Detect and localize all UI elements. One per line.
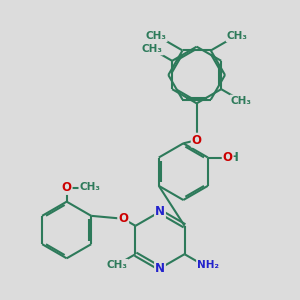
Text: O: O [118, 212, 128, 225]
Text: O: O [62, 181, 72, 194]
Text: O: O [223, 151, 233, 164]
Text: CH₃: CH₃ [146, 31, 167, 41]
Text: CH₃: CH₃ [226, 31, 248, 41]
Text: H: H [229, 151, 238, 164]
Text: CH₃: CH₃ [142, 44, 163, 55]
Text: N: N [155, 262, 165, 275]
Text: CH₃: CH₃ [106, 260, 128, 270]
Text: CH₃: CH₃ [79, 182, 100, 193]
Text: NH₂: NH₂ [197, 260, 219, 270]
Text: CH₃: CH₃ [230, 95, 251, 106]
Text: N: N [155, 205, 165, 218]
Text: O: O [192, 134, 202, 147]
